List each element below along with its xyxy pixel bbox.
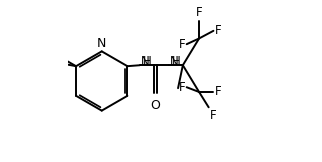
Text: O: O: [150, 99, 160, 112]
Text: F: F: [215, 24, 222, 37]
Text: F: F: [215, 86, 222, 98]
Text: F: F: [210, 109, 216, 122]
Text: N: N: [141, 55, 149, 68]
Text: N: N: [169, 55, 178, 68]
Text: H: H: [172, 55, 181, 68]
Text: F: F: [178, 81, 185, 94]
Text: F: F: [196, 6, 203, 19]
Text: N: N: [97, 37, 106, 50]
Text: H: H: [143, 55, 152, 68]
Text: F: F: [178, 38, 185, 51]
